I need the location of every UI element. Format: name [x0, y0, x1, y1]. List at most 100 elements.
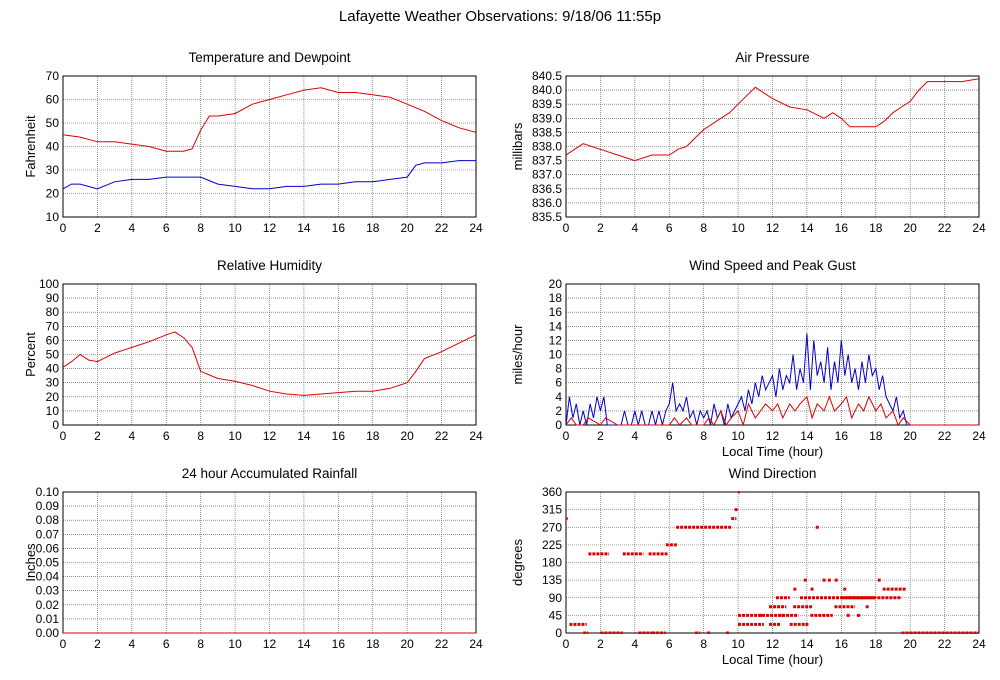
- x-tick-label: 2: [597, 637, 604, 651]
- x-tick-label: 14: [297, 221, 311, 235]
- y-tick-label: 0.09: [36, 499, 60, 513]
- x-tick-label: 22: [435, 637, 449, 651]
- y-tick-label: 0: [52, 418, 59, 432]
- y-tick-label: 0.06: [36, 541, 60, 555]
- wind-chart: 0 2 4 6 8 10 12 14 16 18 20 22 2402468101214161820Wi…: [510, 258, 986, 459]
- y-tick-label: 0.02: [36, 598, 60, 612]
- y-tick-label: 0.05: [36, 556, 60, 570]
- x-tick-label: 0: [563, 637, 570, 651]
- y-axis-label: Fahrenheit: [23, 115, 38, 178]
- y-tick-label: 40: [46, 362, 60, 376]
- chart-title: 24 hour Accumulated Rainfall: [182, 466, 358, 481]
- x-tick-label: 20: [400, 429, 414, 443]
- x-tick-label: 22: [435, 429, 449, 443]
- x-tick-label: 16: [835, 221, 849, 235]
- x-tick-label: 8: [700, 637, 707, 651]
- direction-point: [805, 622, 809, 626]
- y-tick-label: 835.5: [532, 210, 562, 224]
- y-axis-label: degrees: [510, 539, 525, 586]
- x-tick-label: 4: [631, 221, 638, 235]
- x-tick-label: 18: [366, 637, 380, 651]
- y-tick-label: 0.08: [36, 513, 60, 527]
- y-tick-label: 315: [542, 503, 562, 517]
- y-tick-label: 14: [549, 319, 563, 333]
- x-tick-label: 24: [972, 429, 986, 443]
- x-tick-label: 0: [563, 221, 570, 235]
- x-tick-label: 24: [469, 637, 483, 651]
- plot-frame: [565, 75, 980, 218]
- y-tick-label: 836.0: [532, 196, 562, 210]
- series-line-blue: [63, 160, 476, 190]
- x-tick-label: 6: [163, 429, 170, 443]
- x-tick-label: 18: [366, 429, 380, 443]
- x-tick-label: 16: [332, 221, 346, 235]
- x-tick-label: 4: [128, 429, 135, 443]
- direction-point: [781, 613, 785, 617]
- x-tick-label: 6: [163, 637, 170, 651]
- x-tick-label: 12: [766, 221, 780, 235]
- x-tick-label: 24: [469, 429, 483, 443]
- y-tick-label: 18: [549, 291, 563, 305]
- y-tick-label: 100: [39, 277, 59, 291]
- y-tick-label: 838.0: [532, 140, 562, 154]
- direction-point: [822, 578, 826, 582]
- rain-chart: 0 2 4 6 8 10 12 14 16 18 20 22 240.000.010.020.030.0…: [23, 466, 483, 651]
- y-tick-label: 20: [549, 277, 563, 291]
- y-tick-label: 225: [542, 538, 562, 552]
- direction-point: [827, 578, 831, 582]
- direction-point: [803, 578, 807, 582]
- page-title: Lafayette Weather Observations: 9/18/06 …: [338, 8, 662, 25]
- y-tick-label: 0.00: [36, 626, 60, 640]
- direction-point: [865, 605, 869, 609]
- y-axis-label: Inches: [23, 543, 38, 582]
- y-tick-label: 836.5: [532, 182, 562, 196]
- y-tick-label: 135: [542, 573, 562, 587]
- y-tick-label: 10: [46, 404, 60, 418]
- x-tick-label: 2: [94, 221, 101, 235]
- x-tick-label: 12: [263, 429, 277, 443]
- plot-frame: [62, 75, 477, 218]
- x-tick-label: 14: [297, 637, 311, 651]
- y-axis-label: Percent: [23, 332, 38, 377]
- x-tick-label: 12: [263, 637, 277, 651]
- x-tick-label: 10: [228, 221, 242, 235]
- y-tick-label: 20: [46, 390, 60, 404]
- direction-chart: 0 2 4 6 8 10 12 14 16 18 20 22 240459013518022527031…: [510, 466, 986, 667]
- y-tick-label: 40: [46, 140, 60, 154]
- x-tick-label: 16: [332, 637, 346, 651]
- direction-point: [758, 613, 762, 617]
- y-tick-label: 50: [46, 348, 60, 362]
- x-tick-label: 18: [869, 221, 883, 235]
- y-tick-label: 12: [549, 333, 563, 347]
- x-tick-label: 6: [666, 221, 673, 235]
- x-tick-label: 20: [400, 221, 414, 235]
- y-tick-label: 20: [46, 187, 60, 201]
- direction-point: [834, 578, 838, 582]
- x-tick-label: 18: [366, 221, 380, 235]
- y-tick-label: 0.07: [36, 527, 60, 541]
- x-tick-label: 2: [94, 637, 101, 651]
- x-tick-label: 8: [700, 221, 707, 235]
- y-tick-label: 0.04: [36, 570, 60, 584]
- y-tick-label: 0.03: [36, 584, 60, 598]
- y-tick-label: 0: [555, 418, 562, 432]
- x-axis-label: Local Time (hour): [722, 444, 823, 459]
- y-tick-label: 6: [555, 376, 562, 390]
- y-tick-label: 0: [555, 626, 562, 640]
- x-tick-label: 12: [263, 221, 277, 235]
- y-tick-label: 0.10: [36, 485, 60, 499]
- series-line-blue: [566, 333, 979, 426]
- x-tick-label: 8: [197, 221, 204, 235]
- x-tick-label: 8: [197, 637, 204, 651]
- x-tick-label: 20: [903, 429, 917, 443]
- x-tick-label: 12: [766, 637, 780, 651]
- x-tick-label: 8: [700, 429, 707, 443]
- x-tick-label: 20: [903, 637, 917, 651]
- x-tick-label: 24: [972, 637, 986, 651]
- y-tick-label: 4: [555, 390, 562, 404]
- y-tick-label: 80: [46, 305, 60, 319]
- x-tick-label: 22: [938, 637, 952, 651]
- y-tick-label: 50: [46, 116, 60, 130]
- x-tick-label: 16: [835, 637, 849, 651]
